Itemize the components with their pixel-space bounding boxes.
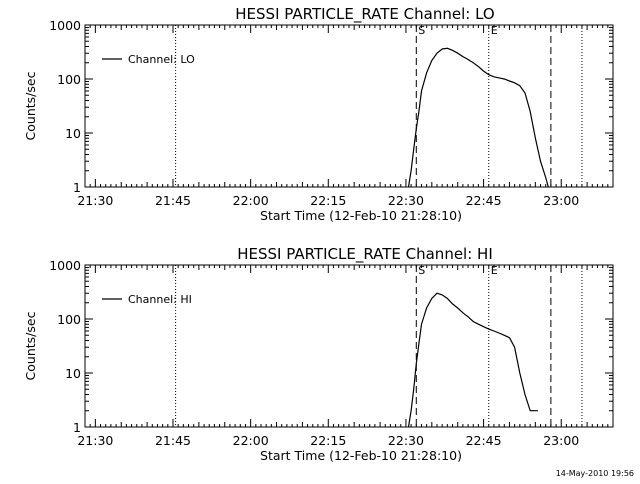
x-tick-label: 22:00 [233, 433, 269, 448]
x-tick-label: 23:00 [543, 433, 579, 448]
marker-label: E [491, 24, 498, 37]
x-tick-label: 22:45 [466, 433, 502, 448]
x-tick-label: 22:00 [233, 193, 269, 208]
y-axis-label: Counts/sec [23, 311, 38, 380]
chart-title: HESSI PARTICLE_RATE Channel: HI [237, 245, 493, 264]
y-tick-label: 1000 [49, 258, 81, 273]
x-axis-label: Start Time (12-Feb-10 21:28:10) [260, 208, 462, 223]
x-tick-label: 23:00 [543, 193, 579, 208]
x-axis-label: Start Time (12-Feb-10 21:28:10) [260, 448, 462, 463]
x-tick-label: 21:45 [155, 193, 191, 208]
marker-label: S [418, 24, 425, 37]
chart-panel-hi: HESSI PARTICLE_RATE Channel: HI 21:30 21:4… [23, 245, 614, 463]
y-tick-label: 1000 [49, 18, 81, 33]
series-line [407, 292, 538, 428]
marker-label: E [491, 264, 498, 277]
x-tick-label: 21:30 [77, 193, 113, 208]
timestamp-footer: 14-May-2010 19:56 [555, 469, 634, 478]
y-tick-label: 10 [65, 366, 81, 381]
x-tick-label: 22:15 [310, 433, 346, 448]
y-axis-label: Counts/sec [23, 71, 38, 140]
x-tick-label: 22:15 [310, 193, 346, 208]
y-tick-label: 1 [73, 180, 81, 195]
x-tick-label: 22:45 [466, 193, 502, 208]
y-tick-label: 100 [57, 312, 81, 327]
series-line [407, 47, 549, 188]
marker-label: S [418, 264, 425, 277]
y-tick-label: 1 [73, 420, 81, 435]
x-tick-label: 22:30 [388, 193, 424, 208]
legend-entry: Channel: LO [128, 53, 195, 66]
x-tick-label: 22:30 [388, 433, 424, 448]
chart-panel-lo: HESSI PARTICLE_RATE Channel: LO 21:30 21:4… [23, 5, 614, 223]
chart-title: HESSI PARTICLE_RATE Channel: LO [235, 5, 494, 24]
x-tick-label: 21:30 [77, 433, 113, 448]
x-tick-label: 21:45 [155, 433, 191, 448]
y-tick-label: 10 [65, 126, 81, 141]
y-tick-label: 100 [57, 72, 81, 87]
legend-entry: Channel: HI [128, 293, 192, 306]
